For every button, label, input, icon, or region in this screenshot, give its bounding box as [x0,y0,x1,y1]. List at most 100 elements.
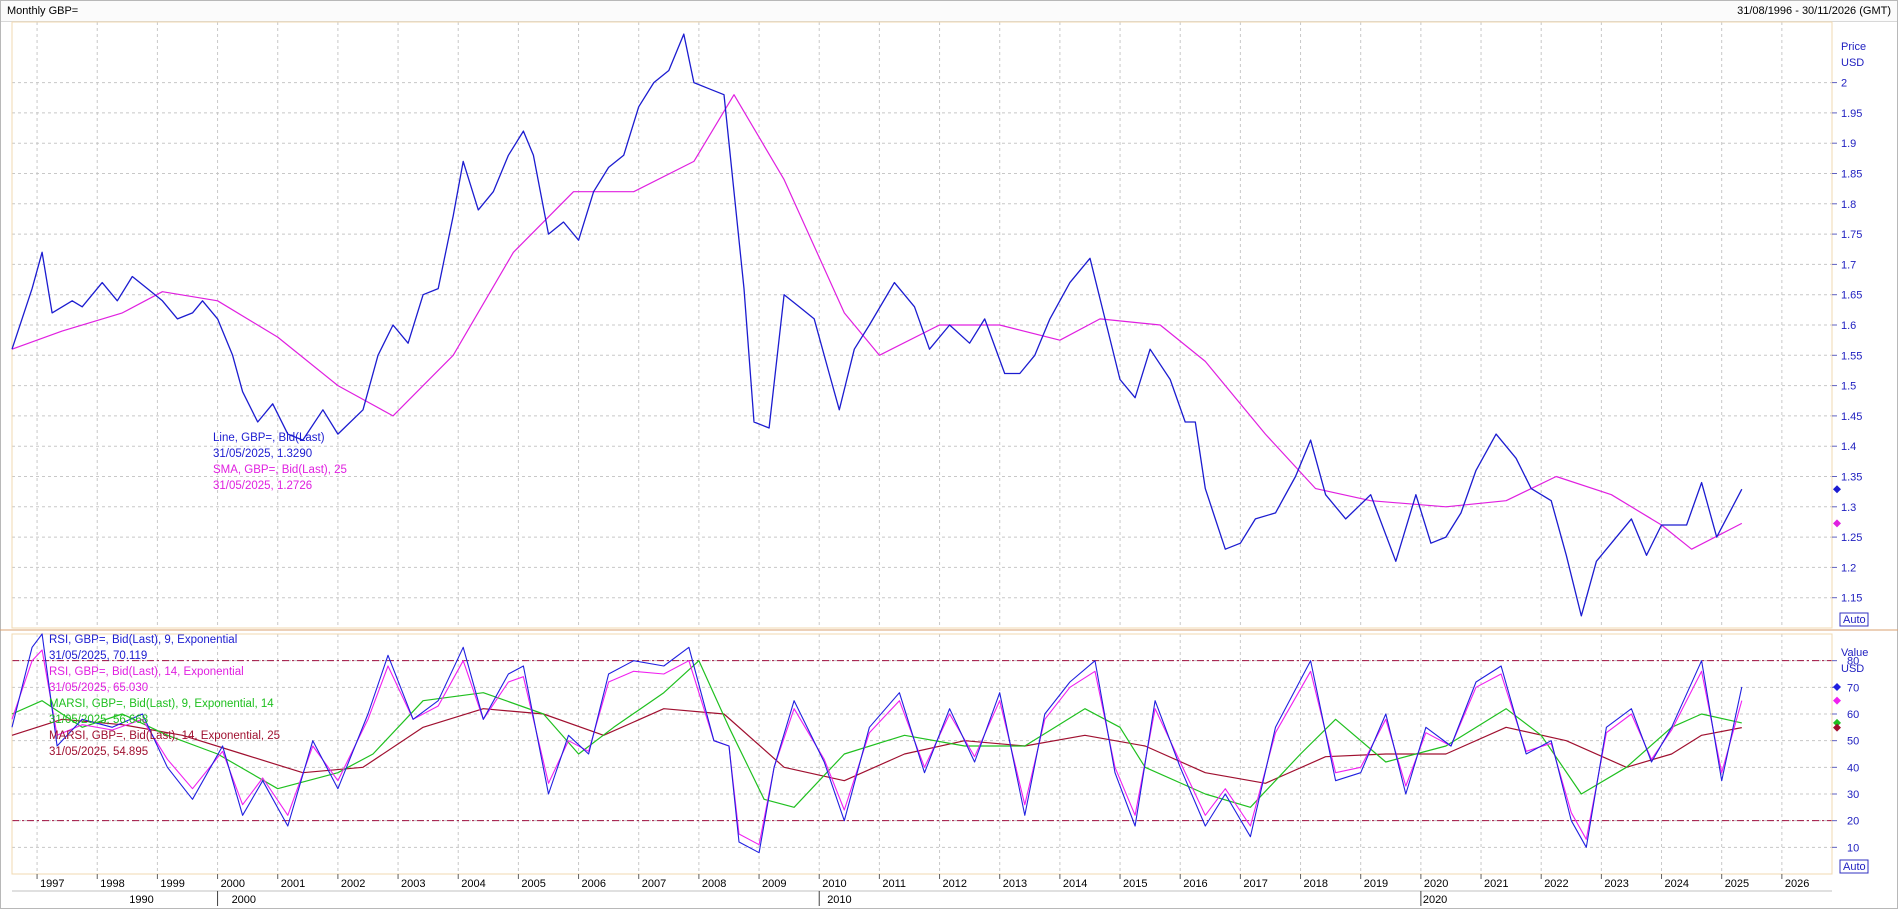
price-tick-label: 1.25 [1841,532,1862,544]
year-label: 2000 [221,878,245,890]
rsi-legend-entry: RSI, GBP=, Bid(Last), 9, Exponential [49,634,237,646]
decade-label: 2020 [1423,894,1447,906]
rsi-auto-label: Auto [1843,861,1866,873]
marsi-9-line [11,660,1742,808]
price-tick-label: 1.3 [1841,502,1856,514]
rsi-legend-entry: 31/05/2025, 70.119 [49,650,147,662]
year-label: 2026 [1785,878,1809,890]
price-auto-button[interactable]: Auto [1839,612,1869,627]
rsi-tick-label: 70 [1847,682,1859,694]
year-label: 2017 [1243,878,1267,890]
price-grid [12,22,1832,628]
rsi-legend-entry: 31/05/2025, 54.895 [49,746,148,758]
year-label: 2010 [822,878,846,890]
rsi-axis-title: Value [1841,647,1868,659]
price-axis-title: Price [1841,41,1866,53]
rsi9-last-marker [1833,683,1841,692]
price-tick-label: 1.55 [1841,350,1862,362]
sma-last-marker [1833,519,1841,528]
price-legend-entry: SMA, GBP=, Bid(Last), 25 [213,464,347,476]
year-label: 2023 [1604,878,1628,890]
chart-title: Monthly GBP= [7,5,79,17]
price-tick-label: 1.95 [1841,108,1862,120]
marsi9-last-marker [1833,718,1841,727]
price-tick-label: 1.9 [1841,138,1856,150]
price-legend-entry: 31/05/2025, 1.2726 [213,480,312,492]
price-tick-label: 1.5 [1841,381,1856,393]
price-tick-label: 1.35 [1841,472,1862,484]
decade-label: 2000 [232,894,256,906]
year-label: 2006 [582,878,606,890]
rsi-axis: Value USD 10 20 30 40 50 60 70 80 [1832,647,1868,854]
rsi-grid [12,634,1832,874]
rsi-tick-label: 30 [1847,789,1859,801]
rsi-auto-button[interactable]: Auto [1839,859,1869,874]
price-axis: Price USD 1.15 1.2 1.25 1.3 1.35 1.4 1.45 1.5 1.… [1832,41,1866,605]
price-tick-label: 1.6 [1841,320,1856,332]
price-last-marker [1833,485,1841,494]
rsi-legend-entry: RSI, GBP=, Bid(Last), 14, Exponential [49,666,244,678]
price-tick-label: 1.8 [1841,199,1856,211]
price-tick-label: 1.45 [1841,411,1862,423]
year-label: 2018 [1304,878,1328,890]
rsi-14-line [11,649,1743,846]
year-label: 2024 [1665,878,1689,890]
rsi-9-line [11,633,1743,854]
rsi-tick-label: 40 [1847,762,1859,774]
rsi-plot-area[interactable] [11,633,1833,875]
year-label: 2009 [762,878,786,890]
rsi-legend-entry: MARSI, GBP=, Bid(Last), 14, Exponential,… [49,730,280,742]
year-label: 1999 [160,878,184,890]
year-label: 2025 [1725,878,1749,890]
rsi-legend-entry: MARSI, GBP=, Bid(Last), 9, Exponential, … [49,698,274,710]
year-label: 2013 [1003,878,1027,890]
year-label: 2012 [943,878,967,890]
rsi-tick-label: 10 [1847,842,1859,854]
year-label: 2004 [461,878,485,890]
year-label: 2002 [341,878,365,890]
year-label: 2007 [642,878,666,890]
gbp-price-line [11,33,1743,617]
price-axis-unit: USD [1841,57,1864,69]
year-label: 2003 [401,878,425,890]
rsi-axis-unit: USD [1841,663,1864,675]
decade-label: 2010 [827,894,851,906]
rsi-tick-label: 60 [1847,709,1859,721]
rsi-series [11,633,1743,854]
date-range: 31/08/1996 - 30/11/2026 (GMT) [1737,5,1891,17]
price-tick-label: 1.75 [1841,229,1862,241]
rsi14-last-marker [1833,696,1841,705]
year-label: 2011 [882,878,906,890]
x-axis: 1997 1998 1999 2000 2001 2002 2003 2004 2005 2006… [12,874,1832,906]
year-label: 2005 [521,878,545,890]
price-tick-label: 1.7 [1841,259,1856,271]
year-label: 1997 [40,878,64,890]
year-label: 2020 [1424,878,1448,890]
price-legend-entry: Line, GBP=, Bid(Last) [213,432,325,444]
year-label: 2019 [1364,878,1388,890]
price-auto-label: Auto [1843,614,1866,626]
price-tick-label: 1.4 [1841,441,1856,453]
rsi-legend-entry: 31/05/2025, 65.030 [49,682,148,694]
rsi-tick-label: 80 [1847,656,1859,668]
price-legend-entry: 31/05/2025, 1.3290 [213,448,312,460]
price-legend: Line, GBP=, Bid(Last) 31/05/2025, 1.3290 S… [213,432,347,492]
rsi-legend-entry: 31/05/2025, 56.668 [49,714,148,726]
year-label: 2021 [1484,878,1508,890]
year-label: 2015 [1123,878,1147,890]
rsi-tick-label: 20 [1847,816,1859,828]
year-label: 2008 [702,878,726,890]
price-series [11,33,1743,617]
year-label: 2014 [1063,878,1087,890]
price-tick-label: 1.85 [1841,169,1862,181]
rsi-legend: RSI, GBP=, Bid(Last), 9, Exponential 31/0… [49,634,280,758]
marsi14-last-marker [1833,723,1841,732]
price-tick-label: 1.65 [1841,290,1862,302]
decade-label: 1990 [129,894,153,906]
sma-25-line [11,94,1743,550]
price-tick-label: 1.15 [1841,593,1862,605]
rsi-tick-label: 50 [1847,736,1859,748]
year-label: 2022 [1544,878,1568,890]
